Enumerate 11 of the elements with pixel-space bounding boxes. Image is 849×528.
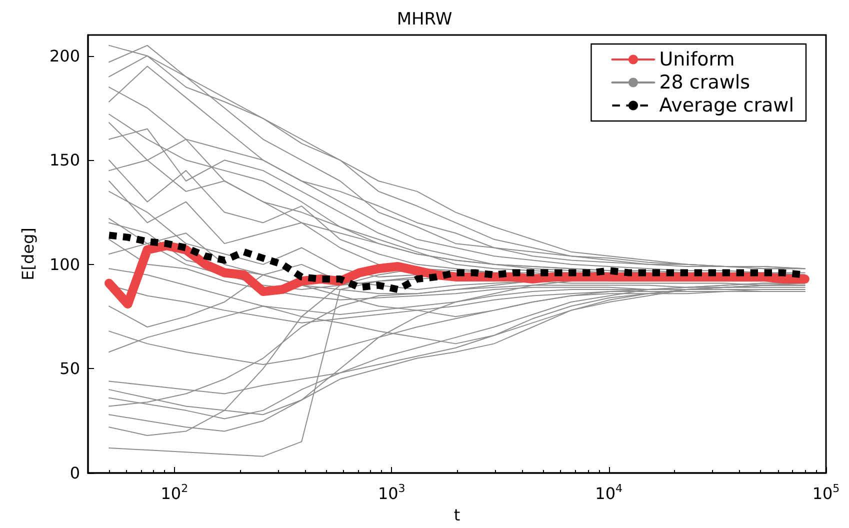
y-tick-label: 200 <box>49 46 80 66</box>
x-axis-title: t <box>454 506 460 524</box>
legend-label: Uniform <box>659 48 735 70</box>
y-tick-label: 50 <box>60 359 80 378</box>
legend-label: 28 crawls <box>659 72 750 94</box>
chart-title: MHRW <box>396 10 452 30</box>
y-tick-label: 100 <box>49 254 80 274</box>
y-tick-label: 0 <box>70 464 80 482</box>
y-axis-title: E[deg] <box>18 228 38 280</box>
y-tick-label: 150 <box>49 150 80 170</box>
legend-label: Average crawl <box>659 94 794 116</box>
